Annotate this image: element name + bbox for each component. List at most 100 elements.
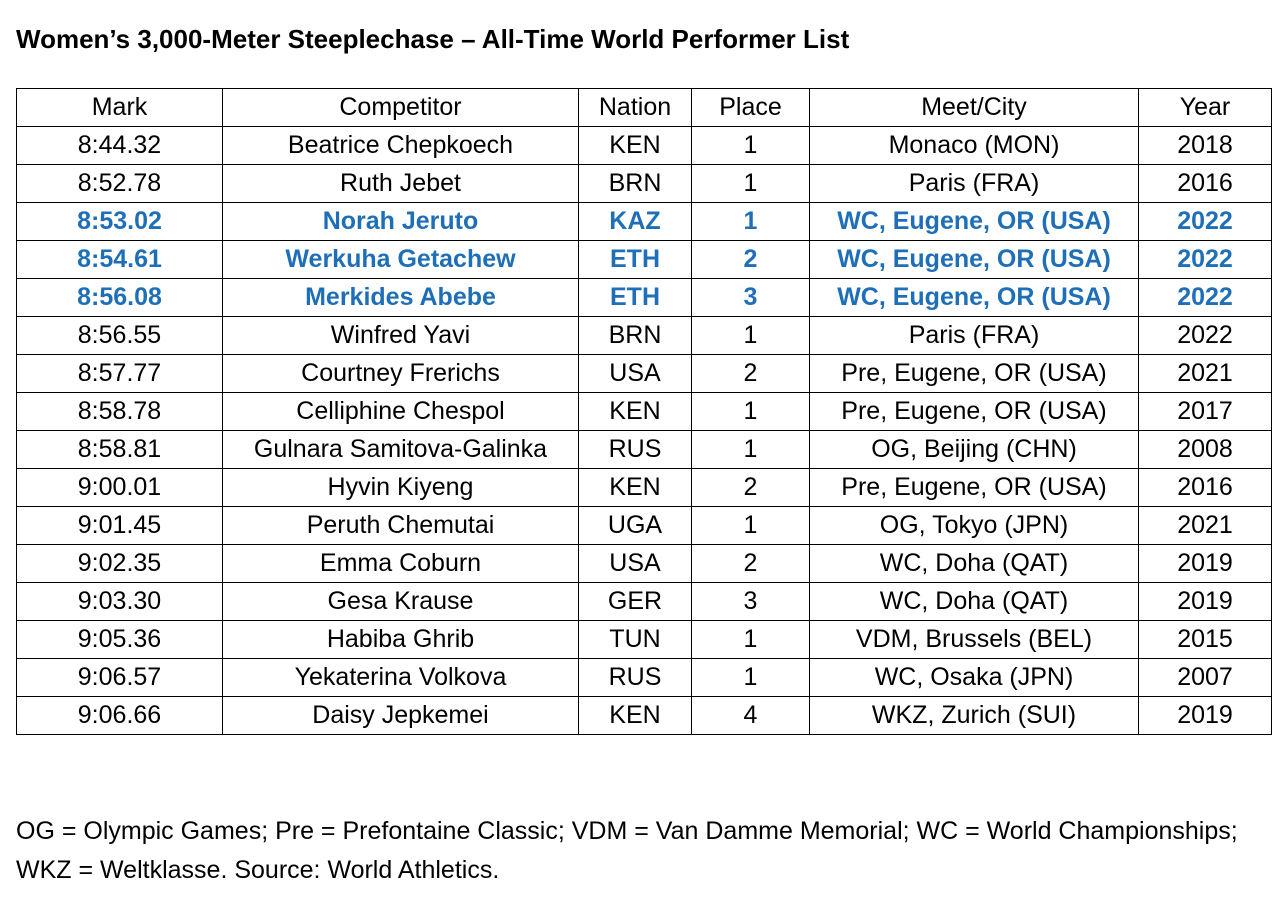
- cell-nation: USA: [578, 544, 692, 583]
- cell-meet-city: WC, Osaka (JPN): [809, 658, 1139, 697]
- table-body: 8:44.32 Beatrice Chepkoech KEN 1 Monaco (MON…: [16, 126, 1272, 735]
- cell-nation: KEN: [578, 696, 692, 735]
- cell-competitor: Gesa Krause: [222, 582, 579, 621]
- cell-competitor: Beatrice Chepkoech: [222, 126, 579, 165]
- cell-nation: RUS: [578, 658, 692, 697]
- cell-year: 2021: [1138, 506, 1272, 545]
- cell-place: 4: [691, 696, 810, 735]
- cell-year: 2019: [1138, 544, 1272, 583]
- cell-nation: USA: [578, 354, 692, 393]
- cell-competitor: Hyvin Kiyeng: [222, 468, 579, 507]
- table-header-row: Mark Competitor Nation Place Meet/City Y…: [16, 88, 1272, 127]
- cell-place: 1: [691, 658, 810, 697]
- cell-competitor: Werkuha Getachew: [222, 240, 579, 279]
- cell-place: 3: [691, 582, 810, 621]
- cell-competitor: Gulnara Samitova-Galinka: [222, 430, 579, 469]
- cell-nation: KAZ: [578, 202, 692, 241]
- cell-place: 1: [691, 392, 810, 431]
- cell-year: 2008: [1138, 430, 1272, 469]
- table-row: 9:00.01 Hyvin Kiyeng KEN 2 Pre, Eugene, OR (…: [16, 468, 1272, 507]
- cell-competitor: Yekaterina Volkova: [222, 658, 579, 697]
- table-row: 8:53.02 Norah Jeruto KAZ 1 WC, Eugene, OR (U…: [16, 202, 1272, 241]
- table-row: 8:56.55 Winfred Yavi BRN 1 Paris (FRA) 2022: [16, 316, 1272, 355]
- table-row: 8:52.78 Ruth Jebet BRN 1 Paris (FRA) 2016: [16, 164, 1272, 203]
- table-row: 9:06.57 Yekaterina Volkova RUS 1 WC, Osaka (…: [16, 658, 1272, 697]
- cell-meet-city: WC, Eugene, OR (USA): [809, 202, 1139, 241]
- cell-place: 1: [691, 202, 810, 241]
- cell-nation: ETH: [578, 278, 692, 317]
- table-row: 9:02.35 Emma Coburn USA 2 WC, Doha (QAT) 2019: [16, 544, 1272, 583]
- cell-mark: 9:05.36: [16, 620, 223, 659]
- cell-year: 2016: [1138, 164, 1272, 203]
- cell-competitor: Peruth Chemutai: [222, 506, 579, 545]
- cell-competitor: Merkides Abebe: [222, 278, 579, 317]
- cell-place: 1: [691, 506, 810, 545]
- cell-nation: KEN: [578, 468, 692, 507]
- page-title: Women’s 3,000-Meter Steeplechase – All-T…: [16, 24, 850, 54]
- cell-nation: ETH: [578, 240, 692, 279]
- cell-year: 2022: [1138, 202, 1272, 241]
- cell-mark: 8:58.81: [16, 430, 223, 469]
- cell-year: 2022: [1138, 278, 1272, 317]
- performer-table: Mark Competitor Nation Place Meet/City Y…: [16, 88, 1272, 735]
- cell-year: 2021: [1138, 354, 1272, 393]
- header-place: Place: [691, 88, 810, 127]
- table-row: 9:05.36 Habiba Ghrib TUN 1 VDM, Brussels (BE…: [16, 620, 1272, 659]
- cell-mark: 8:56.08: [16, 278, 223, 317]
- cell-place: 3: [691, 278, 810, 317]
- cell-mark: 9:01.45: [16, 506, 223, 545]
- cell-mark: 8:44.32: [16, 126, 223, 165]
- table-row: 9:03.30 Gesa Krause GER 3 WC, Doha (QAT) 2019: [16, 582, 1272, 621]
- cell-mark: 8:53.02: [16, 202, 223, 241]
- cell-competitor: Winfred Yavi: [222, 316, 579, 355]
- table-row: 8:58.78 Celliphine Chespol KEN 1 Pre, Eugene…: [16, 392, 1272, 431]
- cell-competitor: Celliphine Chespol: [222, 392, 579, 431]
- cell-mark: 9:02.35: [16, 544, 223, 583]
- cell-meet-city: WC, Doha (QAT): [809, 544, 1139, 583]
- cell-meet-city: Monaco (MON): [809, 126, 1139, 165]
- cell-year: 2022: [1138, 316, 1272, 355]
- cell-year: 2018: [1138, 126, 1272, 165]
- table-row: 8:57.77 Courtney Frerichs USA 2 Pre, Eugene,…: [16, 354, 1272, 393]
- cell-nation: KEN: [578, 126, 692, 165]
- cell-place: 2: [691, 354, 810, 393]
- cell-place: 1: [691, 126, 810, 165]
- cell-nation: RUS: [578, 430, 692, 469]
- cell-meet-city: Pre, Eugene, OR (USA): [809, 392, 1139, 431]
- cell-year: 2017: [1138, 392, 1272, 431]
- cell-mark: 9:06.66: [16, 696, 223, 735]
- cell-meet-city: VDM, Brussels (BEL): [809, 620, 1139, 659]
- cell-year: 2019: [1138, 696, 1272, 735]
- cell-place: 2: [691, 544, 810, 583]
- cell-place: 2: [691, 240, 810, 279]
- cell-meet-city: WC, Eugene, OR (USA): [809, 240, 1139, 279]
- header-year: Year: [1138, 88, 1272, 127]
- cell-meet-city: Paris (FRA): [809, 164, 1139, 203]
- table-row: 9:01.45 Peruth Chemutai UGA 1 OG, Tokyo (JPN…: [16, 506, 1272, 545]
- header-nation: Nation: [578, 88, 692, 127]
- cell-meet-city: WKZ, Zurich (SUI): [809, 696, 1139, 735]
- cell-nation: TUN: [578, 620, 692, 659]
- cell-competitor: Emma Coburn: [222, 544, 579, 583]
- cell-place: 1: [691, 164, 810, 203]
- cell-mark: 8:56.55: [16, 316, 223, 355]
- cell-mark: 9:06.57: [16, 658, 223, 697]
- cell-mark: 8:57.77: [16, 354, 223, 393]
- header-meet-city: Meet/City: [809, 88, 1139, 127]
- cell-competitor: Ruth Jebet: [222, 164, 579, 203]
- cell-year: 2007: [1138, 658, 1272, 697]
- cell-mark: 8:52.78: [16, 164, 223, 203]
- cell-meet-city: OG, Beijing (CHN): [809, 430, 1139, 469]
- table-row: 8:44.32 Beatrice Chepkoech KEN 1 Monaco (MON…: [16, 126, 1272, 165]
- table-row: 9:06.66 Daisy Jepkemei KEN 4 WKZ, Zurich (SU…: [16, 696, 1272, 735]
- cell-nation: BRN: [578, 164, 692, 203]
- cell-competitor: Daisy Jepkemei: [222, 696, 579, 735]
- table-row: 8:58.81 Gulnara Samitova-Galinka RUS 1 OG, B…: [16, 430, 1272, 469]
- cell-meet-city: WC, Eugene, OR (USA): [809, 278, 1139, 317]
- cell-nation: UGA: [578, 506, 692, 545]
- footnote: OG = Olympic Games; Pre = Prefontaine Cl…: [16, 817, 1238, 884]
- cell-meet-city: Paris (FRA): [809, 316, 1139, 355]
- header-competitor: Competitor: [222, 88, 579, 127]
- cell-mark: 8:54.61: [16, 240, 223, 279]
- cell-nation: BRN: [578, 316, 692, 355]
